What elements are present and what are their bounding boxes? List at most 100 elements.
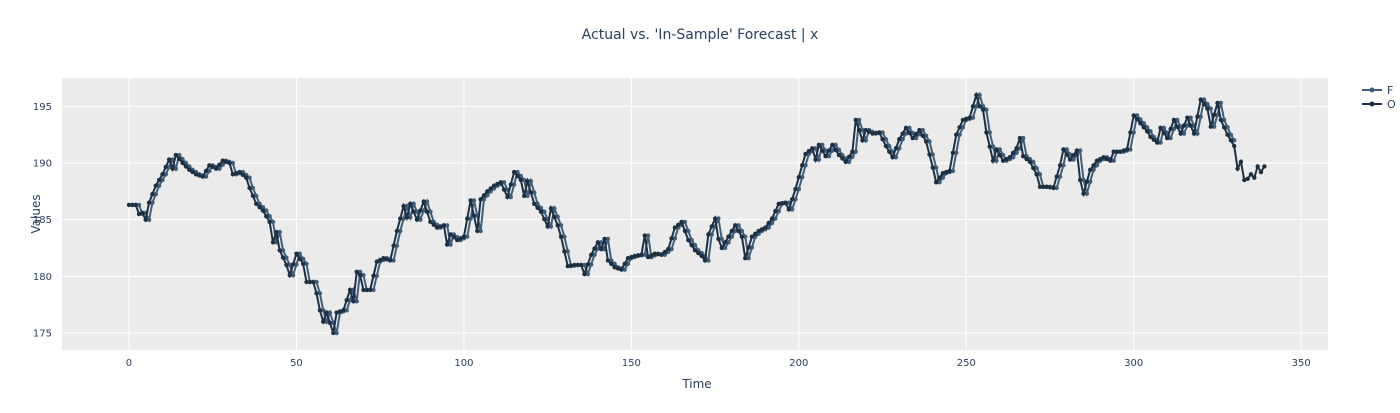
data-point [481,193,487,198]
data-point [793,197,798,202]
data-point [1014,150,1019,155]
data-point [217,162,222,167]
data-point [538,209,544,214]
data-point [669,246,674,252]
data-point [1041,184,1046,189]
data-point [324,319,329,324]
data-point [729,228,735,234]
data-point [722,240,728,245]
grid-lines [62,78,1328,350]
data-point [974,92,979,98]
data-point [414,209,420,214]
data-point [1232,143,1237,149]
data-point [558,223,564,228]
data-point [605,258,611,263]
data-point [1121,148,1126,153]
legend-item-F[interactable]: F [1362,84,1393,97]
legend-label: F [1387,84,1393,97]
data-point [458,236,463,241]
data-point [1037,172,1043,177]
data-point [923,139,929,144]
data-point [712,216,718,221]
data-point [508,182,513,187]
data-point [816,157,822,162]
data-point [1094,158,1100,163]
data-point [1004,156,1009,162]
y-axis-label: Values [29,194,43,233]
data-point [622,261,627,267]
data-point [1188,123,1193,128]
data-point [1044,184,1049,189]
data-point [1081,177,1086,183]
data-point [1104,156,1110,162]
data-point [548,224,554,229]
data-point [478,228,483,234]
data-point [280,255,286,260]
data-point [592,246,597,251]
data-point [612,265,617,270]
x-tick-label: 250 [957,358,976,369]
data-point [927,139,932,144]
data-point [163,164,169,170]
data-point [1232,138,1237,143]
data-point [756,228,761,234]
data-point [518,177,524,183]
data-point [722,245,728,251]
data-point [1154,140,1160,145]
data-point [448,242,453,247]
data-point [920,133,925,138]
data-point [521,193,527,199]
data-point [1195,131,1200,136]
data-point [163,172,169,177]
data-point [233,171,239,176]
legend-label: O [1387,98,1396,111]
legend[interactable]: FO [1362,84,1396,111]
data-point [937,180,942,185]
data-point [404,203,410,209]
data-point [823,148,828,153]
data-point [264,208,269,213]
data-point [1010,150,1016,155]
data-point [716,236,721,242]
data-point [421,208,426,213]
data-point [994,158,999,163]
data-point [568,263,574,268]
data-point [558,234,564,239]
legend-item-O[interactable]: O [1362,98,1396,111]
data-point [1198,114,1203,119]
data-point [870,131,875,136]
data-point [187,167,192,172]
data-point [575,262,580,268]
data-point [666,246,671,252]
data-point [140,210,145,216]
data-point [927,152,932,157]
data-point [1081,191,1086,196]
data-point [1131,113,1136,118]
data-point [1158,125,1163,131]
data-point [1027,159,1033,165]
data-point [588,252,594,257]
data-point [337,309,343,314]
data-point [910,135,915,141]
data-point [609,261,614,267]
data-point [511,182,517,187]
data-point [930,152,935,157]
data-point [1077,177,1083,183]
data-point [384,257,390,262]
data-point [970,115,976,120]
data-point [679,219,684,225]
data-point [1088,179,1093,184]
data-point [562,249,567,254]
data-point [873,130,879,136]
data-point [173,152,179,158]
data-point [853,117,858,123]
data-point [277,248,282,253]
data-point [967,115,972,120]
data-point [763,225,768,230]
data-point [267,219,272,225]
data-point [542,216,547,222]
data-point [736,228,741,234]
data-point [1218,117,1224,123]
data-point [555,223,560,228]
data-point [1208,106,1213,111]
